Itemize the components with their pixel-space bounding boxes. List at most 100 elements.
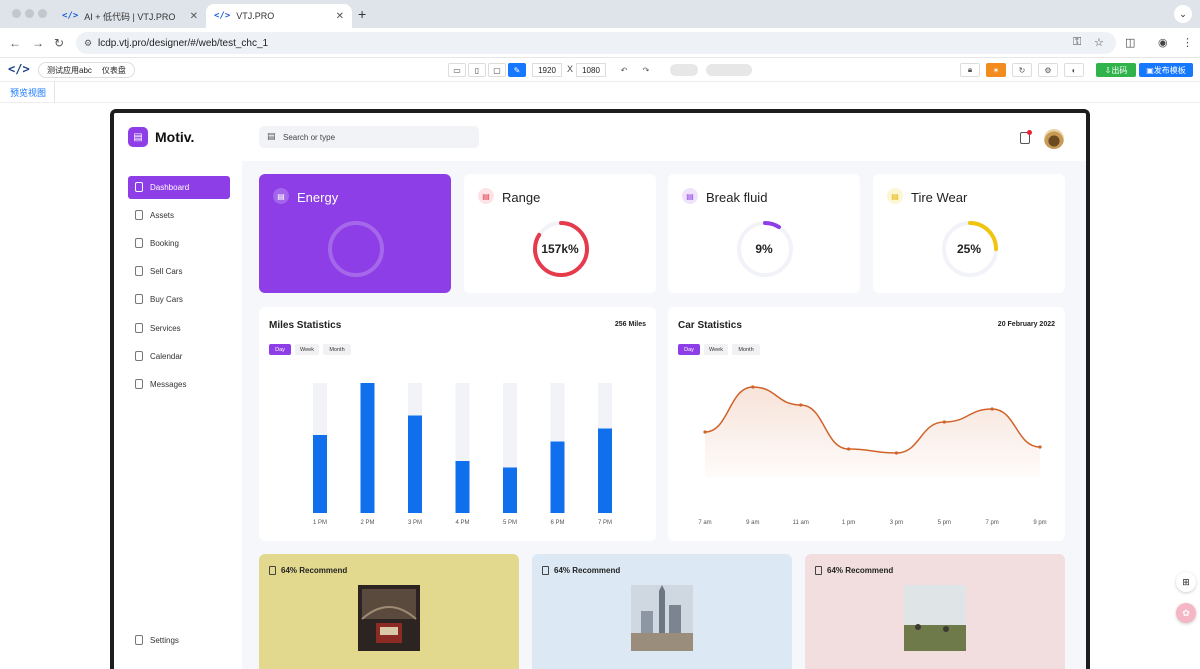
menu-icon[interactable]: ⋮ — [1182, 37, 1193, 49]
sync-icon[interactable]: ✶ — [986, 63, 1006, 77]
window-maximize-dot[interactable] — [38, 9, 47, 18]
bar[interactable] — [360, 383, 375, 513]
preview-icon[interactable]: ◐ — [1064, 63, 1084, 77]
document-icon — [135, 210, 143, 220]
document-icon: ▤ — [478, 188, 494, 204]
sidebar-item-sell-cars[interactable]: Sell Cars — [128, 260, 230, 283]
sidebar-item-assets[interactable]: Assets — [128, 204, 230, 227]
x-tick-label: 2 PM — [360, 520, 374, 526]
bar[interactable] — [598, 428, 612, 514]
data-point[interactable] — [1038, 445, 1042, 449]
designer-toolbar: </> 测试应用abc 仪表盘 ▭ ▯ ▢ ✎ 1920 X 1080 ↶ ↷ … — [0, 58, 1200, 82]
bar[interactable] — [503, 467, 517, 514]
data-point[interactable] — [894, 451, 899, 455]
notification-icon[interactable] — [1020, 130, 1032, 144]
window-minimize-dot[interactable] — [25, 9, 34, 18]
browser-tab-ai[interactable]: </> AI + 低代码 | VTJ.PRO ✕ — [54, 4, 206, 28]
extensions-icon[interactable]: ◫ — [1125, 37, 1136, 49]
phone-icon[interactable]: ▯ — [468, 63, 486, 77]
app-header: ▤ Motiv. ▤ Search or type — [114, 113, 1086, 161]
url-field[interactable]: ⚙ lcdp.vtj.pro/designer/#/web/test_chc_1 — [76, 32, 1116, 54]
new-tab-button[interactable]: + — [358, 6, 367, 22]
width-input[interactable]: 1920 — [532, 63, 562, 77]
sidebar-item-booking[interactable]: Booking — [128, 232, 230, 255]
gear-icon[interactable]: ⚙ — [1038, 63, 1058, 77]
tab-preview-view[interactable]: 预览视图 — [0, 82, 55, 102]
chevron-down-icon[interactable]: ⌄ — [1174, 5, 1192, 23]
search-input[interactable]: ▤ Search or type — [259, 126, 479, 148]
height-input[interactable]: 1080 — [576, 63, 606, 77]
data-point[interactable] — [751, 385, 755, 389]
stat-card-energy[interactable]: ▤ Energy — [259, 174, 451, 293]
sidebar-item-services[interactable]: Services — [128, 317, 230, 340]
avatar[interactable] — [1044, 129, 1064, 149]
publish-template-button[interactable]: ▣ 发布模板 — [1139, 63, 1193, 77]
data-point[interactable] — [942, 420, 946, 424]
stat-card-range[interactable]: ▤ Range 157k% — [464, 174, 656, 293]
redo-icon[interactable]: ↷ — [642, 65, 650, 75]
tab-month[interactable]: Month — [323, 344, 351, 355]
pencil-icon[interactable]: ✎ — [508, 63, 526, 77]
x-tick-label: 3 PM — [408, 520, 422, 526]
recommend-title: 64% Recommend — [815, 566, 893, 575]
close-icon[interactable]: ✕ — [189, 10, 198, 22]
bar[interactable] — [455, 461, 470, 513]
window-close-dot[interactable] — [12, 9, 21, 18]
app-selector[interactable]: 测试应用abc 仪表盘 — [38, 62, 135, 78]
bar[interactable] — [550, 441, 565, 514]
data-point[interactable] — [799, 403, 803, 407]
refresh-icon[interactable]: ↻ — [1012, 63, 1032, 77]
toggle-switch-1[interactable] — [670, 64, 698, 76]
tablet-icon[interactable]: ▢ — [488, 63, 506, 77]
tab-month[interactable]: Month — [732, 344, 760, 355]
assistant-icon[interactable]: ✿ — [1176, 603, 1196, 623]
chart-title: Miles Statistics — [269, 320, 342, 331]
document-icon: ▤ — [682, 188, 698, 204]
sidebar-item-messages[interactable]: Messages — [128, 373, 230, 396]
recommend-card[interactable]: 64% Recommend — [805, 554, 1065, 669]
stat-value: 9% — [755, 242, 773, 256]
recommend-card[interactable]: 64% Recommend — [259, 554, 519, 669]
stat-card-break-fluid[interactable]: ▤ Break fluid 9% — [668, 174, 860, 293]
browser-tab-bar: </> AI + 低代码 | VTJ.PRO ✕ </> VTJ.PRO ✕ +… — [0, 0, 1200, 28]
key-icon[interactable]: ⚿ — [1073, 36, 1082, 48]
sidebar-item-calendar[interactable]: Calendar — [128, 345, 230, 368]
tab-day[interactable]: Day — [269, 344, 291, 355]
export-code-button[interactable]: ⇩ 出码 — [1096, 63, 1136, 77]
site-settings-icon[interactable]: ⚙ — [84, 37, 93, 48]
lock-icon[interactable]: 🔒︎ — [960, 63, 980, 77]
train-station-image — [358, 585, 420, 651]
forward-arrow-icon[interactable]: → — [32, 36, 44, 50]
bar[interactable] — [408, 415, 422, 514]
x-tick-label: 6 PM — [550, 520, 564, 526]
data-point[interactable] — [703, 430, 707, 434]
x-tick-label: 9 am — [746, 520, 759, 526]
recommend-card[interactable]: 64% Recommend — [532, 554, 792, 669]
sidebar-item-buy-cars[interactable]: Buy Cars — [128, 288, 230, 311]
browser-tab-vtj[interactable]: </> VTJ.PRO ✕ — [206, 4, 352, 28]
sidebar: Dashboard Assets Booking Sell Cars Buy C… — [114, 161, 242, 669]
qr-code-icon[interactable]: ⊞ — [1176, 572, 1196, 592]
chart-meta: 20 February 2022 — [997, 321, 1055, 328]
sidebar-item-dashboard[interactable]: Dashboard — [128, 176, 230, 199]
star-icon[interactable]: ☆ — [1094, 37, 1104, 49]
search-placeholder: Search or type — [283, 132, 336, 142]
toggle-switch-2[interactable] — [706, 64, 752, 76]
data-point[interactable] — [846, 447, 851, 451]
stat-card-tire-wear[interactable]: ▤ Tire Wear 25% — [873, 174, 1065, 293]
back-arrow-icon[interactable]: ← — [9, 36, 21, 50]
recommend-title: 64% Recommend — [542, 566, 620, 575]
stat-title: Range — [502, 190, 541, 205]
reload-icon[interactable]: ↻ — [54, 36, 65, 50]
x-tick-label: 7 PM — [598, 520, 612, 526]
tab-week[interactable]: Week — [704, 344, 728, 355]
profile-icon[interactable]: ◉ — [1158, 37, 1168, 49]
bar[interactable] — [313, 435, 327, 513]
tab-day[interactable]: Day — [678, 344, 700, 355]
sidebar-item-settings[interactable]: Settings — [128, 629, 230, 652]
undo-icon[interactable]: ↶ — [620, 65, 628, 75]
close-icon[interactable]: ✕ — [335, 10, 344, 22]
data-point[interactable] — [990, 407, 994, 411]
desktop-icon[interactable]: ▭ — [448, 63, 466, 77]
tab-week[interactable]: Week — [295, 344, 319, 355]
